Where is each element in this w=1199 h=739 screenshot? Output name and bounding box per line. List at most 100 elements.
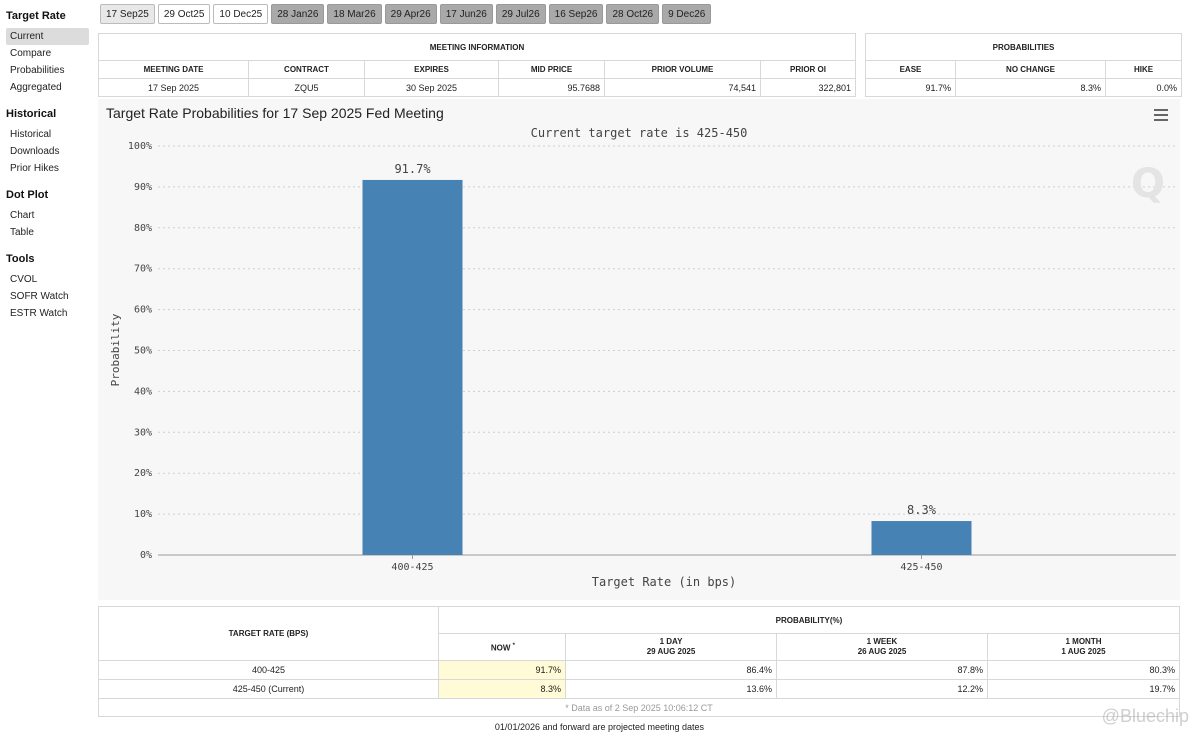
- sidebar-heading: Target Rate: [6, 10, 66, 22]
- y-tick-label: 0%: [140, 550, 152, 561]
- target-rate-header: TARGET RATE (BPS): [98, 606, 439, 661]
- sidebar-item-estr-watch[interactable]: ESTR Watch: [10, 308, 68, 319]
- one-week-cell: 87.8%: [776, 660, 988, 680]
- now-cell: 8.3%: [438, 679, 566, 699]
- sidebar-item-aggregated[interactable]: Aggregated: [10, 82, 62, 93]
- rate-cell: 400-425: [98, 660, 439, 680]
- sidebar-item-chart[interactable]: Chart: [10, 210, 35, 221]
- sidebar-section: Dot Plot Chart Table: [0, 187, 95, 241]
- chart-subtitle: Current target rate is 425-450: [531, 126, 748, 140]
- table-row: 400-425 91.7% 86.4% 87.8% 80.3%: [98, 660, 1180, 680]
- tab-28-jan26[interactable]: 28 Jan26: [271, 4, 325, 24]
- sidebar-item-sofr-watch[interactable]: SOFR Watch: [10, 291, 69, 302]
- one-month-cell: 19.7%: [987, 679, 1180, 699]
- header-contract: CONTRACT: [248, 60, 365, 79]
- sidebar-heading: Historical: [6, 108, 57, 120]
- sidebar-item-historical[interactable]: Historical: [10, 129, 52, 140]
- tab-18-mar26[interactable]: 18 Mar26: [327, 4, 382, 24]
- probability-chart: 0% 10% 20% 30% 40% 50% 60% 70% 80% 90% 100% 91.7% 40…: [98, 99, 1180, 600]
- probability-group-header: PROBABILITY(%): [438, 606, 1180, 634]
- tab-29-jul26[interactable]: 29 Jul26: [495, 4, 546, 24]
- q-logo-icon: Q: [1131, 161, 1165, 207]
- sidebar-section: Target Rate Current Compare Probabilities Ag…: [0, 8, 95, 96]
- sidebar: Target Rate Current Compare Probabilities Ag…: [0, 0, 95, 332]
- y-tick-label: 70%: [134, 264, 152, 275]
- header-prior-oi: PRIOR OI: [760, 60, 856, 79]
- probabilities-table: PROBABILITIES EASE NO CHANGE HIKE 91.7% …: [865, 33, 1182, 97]
- tab-16-sep26[interactable]: 16 Sep26: [548, 4, 604, 24]
- probabilities-caption: PROBABILITIES: [865, 33, 1182, 61]
- tab-29-oct25[interactable]: 29 Oct25: [157, 4, 211, 24]
- header-expires: EXPIRES: [364, 60, 499, 79]
- tab-17-sep25[interactable]: 17 Sep25: [100, 4, 155, 24]
- header-ease: EASE: [865, 60, 956, 79]
- chart-title: Target Rate Probabilities for 17 Sep 202…: [106, 105, 444, 121]
- sidebar-item-table[interactable]: Table: [10, 227, 34, 238]
- y-tick-label: 100%: [128, 141, 152, 152]
- meeting-date-tabs: 17 Sep25 29 Oct25 10 Dec25 28 Jan26 18 Mar26…: [100, 4, 712, 24]
- prior-oi-value: 322,801: [760, 78, 856, 97]
- data-label: 91.7%: [394, 162, 431, 176]
- y-tick-label: 10%: [134, 509, 152, 520]
- tab-9-dec26[interactable]: 9 Dec26: [662, 4, 712, 24]
- sidebar-heading: Tools: [6, 253, 35, 265]
- x-tick-label: 425-450: [900, 562, 942, 573]
- meeting-date-value: 17 Sep 2025: [98, 78, 249, 97]
- sidebar-item-downloads[interactable]: Downloads: [10, 146, 60, 157]
- sidebar-item-compare[interactable]: Compare: [10, 48, 52, 59]
- one-week-cell: 12.2%: [776, 679, 988, 699]
- tab-28-oct26[interactable]: 28 Oct26: [606, 4, 660, 24]
- sidebar-section: Tools CVOL SOFR Watch ESTR Watch: [0, 251, 95, 322]
- tab-17-jun26[interactable]: 17 Jun26: [439, 4, 493, 24]
- one-day-cell: 86.4%: [565, 660, 777, 680]
- y-tick-label: 60%: [134, 305, 152, 316]
- hike-value: 0.0%: [1105, 78, 1182, 97]
- one-day-cell: 13.6%: [565, 679, 777, 699]
- period-header-1-day: 1 DAY 29 AUG 2025: [565, 633, 777, 661]
- header-no-change: NO CHANGE: [955, 60, 1106, 79]
- sidebar-item-prior-hikes[interactable]: Prior Hikes: [10, 163, 59, 174]
- projected-dates-footer: 01/01/2026 and forward are projected mee…: [494, 722, 705, 732]
- no-change-value: 8.3%: [955, 78, 1106, 97]
- bar: [362, 179, 463, 555]
- prior-volume-value: 74,541: [604, 78, 761, 97]
- ease-value: 91.7%: [865, 78, 956, 97]
- meeting-information-table: MEETING INFORMATION MEETING DATE CONTRAC…: [98, 33, 856, 97]
- mid-price-value: 95.7688: [498, 78, 605, 97]
- now-header: NOW *: [438, 633, 566, 661]
- probability-history-table: TARGET RATE (BPS) PROBABILITY(%) NOW * 1…: [98, 606, 1180, 717]
- now-cell: 91.7%: [438, 660, 566, 680]
- header-hike: HIKE: [1105, 60, 1182, 79]
- y-tick-label: 40%: [134, 386, 152, 397]
- tab-10-dec25[interactable]: 10 Dec25: [213, 4, 269, 24]
- x-axis-label: Target Rate (in bps): [592, 575, 737, 589]
- sidebar-section: Historical Historical Downloads Prior Hikes: [0, 106, 95, 177]
- header-mid-price: MID PRICE: [498, 60, 605, 79]
- data-timestamp-note: * Data as of 2 Sep 2025 10:06:12 CT: [98, 698, 1180, 717]
- tab-29-apr26[interactable]: 29 Apr26: [384, 4, 437, 24]
- period-header-1-week: 1 WEEK 26 AUG 2025: [776, 633, 988, 661]
- table-row: 425-450 (Current) 8.3% 13.6% 12.2% 19.7%: [98, 679, 1180, 699]
- y-tick-label: 30%: [134, 427, 152, 438]
- x-tick-label: 400-425: [391, 562, 433, 573]
- expires-value: 30 Sep 2025: [364, 78, 499, 97]
- meeting-information-caption: MEETING INFORMATION: [98, 33, 856, 61]
- contract-value: ZQU5: [248, 78, 365, 97]
- sidebar-item-probabilities[interactable]: Probabilities: [10, 65, 65, 76]
- chart-svg: 0% 10% 20% 30% 40% 50% 60% 70% 80% 90% 100% 91.7% 40…: [109, 126, 1176, 589]
- sidebar-heading: Dot Plot: [6, 189, 49, 201]
- bar: [871, 521, 972, 555]
- chart-menu-icon[interactable]: [1154, 109, 1168, 121]
- period-header-1-month: 1 MONTH 1 AUG 2025: [987, 633, 1180, 661]
- y-tick-label: 80%: [134, 223, 152, 234]
- sidebar-item-cvol[interactable]: CVOL: [10, 274, 38, 285]
- sidebar-item-current[interactable]: Current: [6, 28, 89, 45]
- header-meeting-date: MEETING DATE: [98, 60, 249, 79]
- y-tick-label: 90%: [134, 182, 152, 193]
- y-tick-label: 20%: [134, 468, 152, 479]
- rate-cell: 425-450 (Current): [98, 679, 439, 699]
- y-axis-label: Probability: [109, 313, 122, 386]
- one-month-cell: 80.3%: [987, 660, 1180, 680]
- data-label: 8.3%: [907, 503, 937, 517]
- y-tick-label: 50%: [134, 346, 152, 357]
